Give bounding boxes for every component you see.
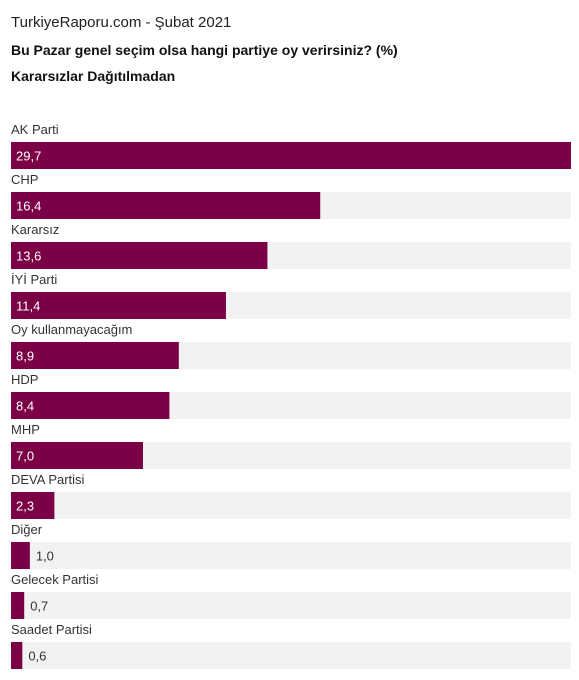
value-label: 29,7 [16,149,41,164]
category-label: Diğer [11,522,43,537]
value-label: 16,4 [16,199,41,214]
bar [11,342,179,369]
bar [11,542,30,569]
category-label: DEVA Partisi [11,472,85,487]
value-label: 0,7 [30,599,48,614]
bar [11,442,143,469]
value-label: 1,0 [36,549,54,564]
value-label: 0,6 [28,649,46,664]
bar [11,642,23,669]
category-label: Kararsız [11,222,59,237]
bar [11,192,321,219]
category-label: MHP [11,422,40,437]
bar [11,492,55,519]
bar [11,392,170,419]
category-label: AK Parti [11,122,59,137]
bar [11,142,571,169]
category-label: Saadet Partisi [11,622,92,637]
category-label: CHP [11,172,38,187]
bar [11,292,226,319]
value-label: 8,4 [16,399,34,414]
category-label: Oy kullanmayacağım [11,322,132,337]
value-label: 13,6 [16,249,41,264]
value-label: 7,0 [16,449,34,464]
chart-title: Bu Pazar genel seçim olsa hangi partiye … [11,42,398,58]
bar-track [11,642,571,669]
chart-subtitle: Kararsızlar Dağıtılmadan [11,68,176,84]
value-label: 11,4 [16,299,40,314]
category-label: Gelecek Partisi [11,572,99,587]
bar-track [11,542,571,569]
bar [11,592,25,619]
source-label: TurkiyeRaporu.com - Şubat 2021 [11,14,232,31]
category-label: HDP [11,372,38,387]
bar-track [11,592,571,619]
value-label: 8,9 [16,349,34,364]
bar [11,242,268,269]
bar-track [11,492,571,519]
category-label: İYİ Parti [11,272,57,287]
value-label: 2,3 [16,499,34,514]
